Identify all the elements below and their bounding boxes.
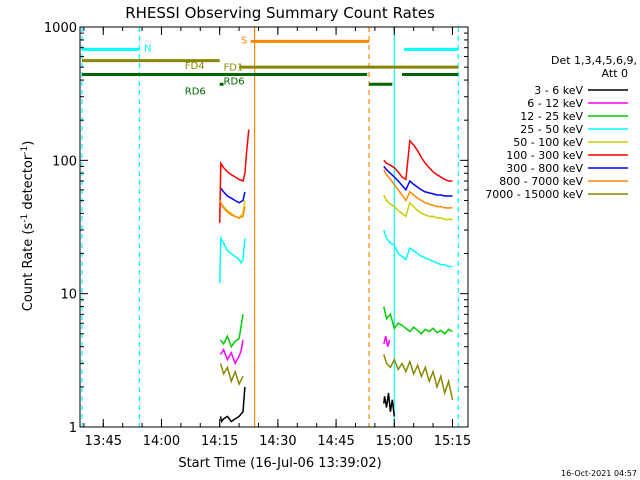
x-tick-label-4: 14:45 — [317, 434, 354, 449]
series-line-3-0 — [218, 235, 246, 284]
legend-label-8: 7000 - 15000 keV — [485, 188, 583, 201]
series-line-8-0 — [219, 363, 244, 386]
flag-label-rd6-5: RD6 — [185, 86, 206, 97]
y-axis-label-end: ) — [21, 141, 36, 146]
y-axis-label: Count Rate (s-1 detector-1) — [20, 141, 36, 312]
x-tick-label-5: 15:00 — [376, 434, 413, 449]
footer-date: 16-Oct-2021 04:57 — [561, 469, 637, 478]
x-tick-label-3: 14:30 — [259, 434, 296, 449]
flag-label-fd1-2: FD1 — [224, 63, 244, 74]
series-line-0-1 — [383, 392, 396, 417]
series-line-6-1 — [383, 165, 453, 197]
y-axis: 1 10 100 1000 — [44, 21, 468, 436]
x-tick-label-2: 14:15 — [201, 434, 238, 449]
series-line-0-0 — [219, 386, 246, 424]
series-line-4-1 — [383, 194, 453, 221]
series-line-7-1 — [383, 169, 453, 209]
series-line-7-0 — [219, 200, 246, 219]
y-tick-label-2: 100 — [52, 154, 77, 169]
x-tick-label-1: 14:00 — [143, 434, 180, 449]
flag-label-s-1: S — [241, 35, 247, 46]
y-axis-label-mid: detector — [21, 154, 36, 214]
series-line-3-1 — [383, 229, 453, 268]
flag-label-fd4-3: FD4 — [185, 61, 205, 72]
y-tick-label-3: 1000 — [44, 21, 77, 36]
y-tick-label-0: 1 — [69, 421, 77, 436]
x-tick-label-6: 15:15 — [434, 434, 471, 449]
legend-header-detectors: Det 1,3,4,5,6,9, — [551, 54, 637, 67]
y-tick-label-1: 10 — [60, 288, 77, 303]
plot-frame — [79, 26, 469, 428]
series-line-2-0 — [219, 314, 244, 349]
legend-label-4: 50 - 100 keV — [513, 136, 583, 149]
legend-header-attenuator: Att 0 — [602, 67, 628, 80]
series-line-8-1 — [383, 354, 454, 400]
series-line-2-1 — [383, 306, 453, 335]
legend-label-0: 3 - 6 keV — [534, 84, 583, 97]
legend-label-7: 800 - 7000 keV — [499, 175, 583, 188]
legend-label-1: 6 - 12 keV — [527, 97, 583, 110]
legend-label-6: 300 - 800 keV — [506, 162, 583, 175]
x-axis-label: Start Time (16-Jul-06 13:39:02) — [178, 456, 381, 471]
legend-label-2: 12 - 25 keV — [520, 110, 583, 123]
series-line-6-0 — [220, 187, 246, 204]
y-axis-label-sup1: -1 — [20, 214, 30, 223]
legend-label-3: 25 - 50 keV — [520, 123, 583, 136]
y-axis-label-start: Count Rate (s — [21, 223, 36, 312]
flag-bars: N S FD1 FD4 RD6 RD6 — [81, 35, 459, 97]
flag-label-n-0: N — [144, 43, 151, 54]
series-line-1-0 — [219, 339, 244, 366]
flag-label-rd6-4: RD6 — [224, 77, 245, 88]
y-axis-label-sup2: -1 — [20, 146, 30, 155]
series-lines — [218, 129, 454, 424]
legend-label-5: 100 - 300 keV — [506, 149, 583, 162]
chart-title: RHESSI Observing Summary Count Rates — [125, 4, 435, 22]
series-line-5-1 — [383, 139, 453, 182]
series-line-1-1 — [383, 336, 391, 347]
x-tick-label-0: 13:45 — [85, 434, 122, 449]
x-axis: 13:45 14:00 14:15 14:30 14:45 15:00 15:15 — [83, 27, 471, 449]
series-line-5-0 — [218, 129, 250, 223]
vertical-markers — [81, 27, 459, 427]
